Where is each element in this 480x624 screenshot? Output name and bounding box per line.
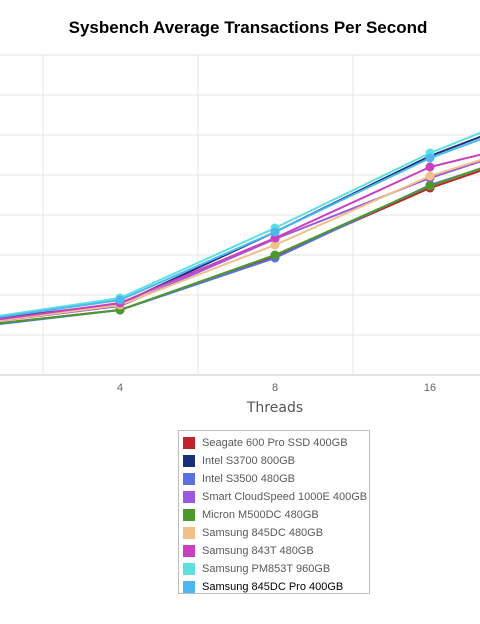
legend-item[interactable]: Samsung 845DC Pro 400GB [179,578,369,596]
data-point[interactable] [115,295,125,305]
legend-label: Samsung 843T 480GB [202,545,314,557]
legend-swatch [183,581,195,593]
series-line [0,135,480,319]
legend-item[interactable]: Intel S3500 480GB [179,470,369,488]
data-point[interactable] [425,181,435,191]
series-lines [0,131,480,325]
data-point[interactable] [270,250,280,260]
series-line [0,138,480,319]
x-tick-label: 16 [424,382,436,394]
data-point[interactable] [270,227,280,237]
legend-label: Samsung 845DC Pro 400GB [202,581,344,593]
data-point[interactable] [425,171,435,181]
legend-item[interactable]: Samsung 845DC 480GB [179,524,369,542]
line-chart: 4 8 16 [0,54,480,394]
legend-item[interactable]: Seagate 600 Pro SSD 400GB [179,434,369,452]
legend-label: Seagate 600 Pro SSD 400GB [202,437,348,449]
legend-swatch [183,491,195,503]
legend-label: Samsung 845DC 480GB [202,527,324,539]
series-line [0,131,480,317]
legend-swatch [183,545,195,557]
legend-swatch [183,437,195,449]
data-point[interactable] [425,153,435,163]
x-tick-label: 8 [272,382,278,394]
legend: Seagate 600 Pro SSD 400GB Intel S3700 800… [178,430,370,594]
legend-swatch [183,455,195,467]
legend-item[interactable]: Smart CloudSpeed 1000E 400GB [179,488,369,506]
legend-label: Intel S3500 480GB [202,473,295,485]
legend-item[interactable]: Samsung PM853T 960GB [179,560,369,578]
x-tick-labels: 4 8 16 [117,382,436,394]
data-point[interactable] [425,162,435,172]
legend-item[interactable]: Intel S3700 800GB [179,452,369,470]
series-line [0,167,480,325]
legend-swatch [183,473,195,485]
x-axis-label: Threads [246,400,304,416]
legend-swatch [183,527,195,539]
grid-lines [0,54,480,376]
legend-swatch [183,509,195,521]
legend-swatch [183,563,195,575]
chart-title: Sysbench Average Transactions Per Second [68,18,428,37]
data-point[interactable] [270,240,280,250]
legend-label: Micron M500DC 480GB [202,509,319,521]
legend-label: Intel S3700 800GB [202,455,295,467]
x-tick-label: 4 [117,382,123,394]
legend-label: Smart CloudSpeed 1000E 400GB [202,491,368,503]
legend-item[interactable]: Samsung 843T 480GB [179,542,369,560]
legend-label: Samsung PM853T 960GB [202,563,331,575]
legend-item[interactable]: Micron M500DC 480GB [179,506,369,524]
